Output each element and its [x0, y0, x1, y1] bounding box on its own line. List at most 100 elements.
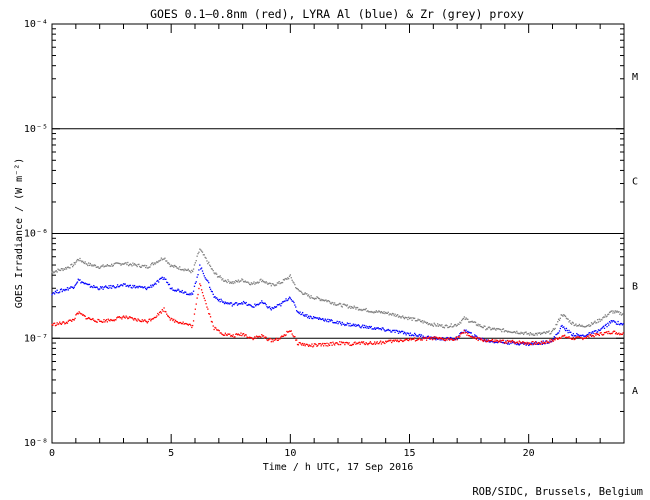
data-point [331, 319, 333, 322]
data-point [144, 264, 146, 267]
data-point [464, 318, 466, 321]
data-point [88, 262, 90, 264]
data-point [332, 321, 334, 324]
data-point [425, 337, 428, 339]
data-point [121, 263, 123, 265]
data-point [379, 312, 382, 314]
data-point [593, 330, 595, 333]
data-point [577, 325, 579, 327]
data-point [468, 334, 470, 337]
data-point [517, 343, 520, 346]
data-point [452, 337, 454, 340]
data-point [384, 312, 386, 315]
data-point [238, 303, 240, 305]
data-point [59, 321, 61, 323]
data-point [221, 333, 223, 335]
data-point [214, 295, 216, 298]
data-point [414, 340, 417, 342]
data-point [283, 279, 285, 281]
data-point [420, 321, 423, 323]
data-point [143, 265, 145, 267]
data-point [486, 341, 488, 343]
data-point [599, 332, 601, 334]
data-point [208, 264, 211, 266]
data-point [69, 319, 71, 321]
data-point [507, 330, 510, 333]
data-point [506, 343, 509, 345]
data-point [245, 281, 247, 283]
data-point [421, 320, 423, 322]
data-point [114, 287, 116, 289]
data-point [135, 286, 137, 288]
data-point [208, 313, 210, 315]
data-point [483, 325, 485, 327]
data-point [321, 318, 323, 321]
data-point [61, 322, 63, 324]
data-point [327, 318, 329, 321]
data-point [219, 332, 221, 334]
data-point [303, 315, 305, 317]
data-point [311, 343, 313, 345]
data-point [497, 341, 500, 343]
data-point [347, 343, 349, 345]
data-point [135, 319, 137, 321]
data-point [345, 305, 348, 307]
data-point [179, 291, 181, 293]
data-point [122, 263, 125, 265]
data-point [182, 292, 184, 294]
data-point [53, 271, 56, 273]
data-point [501, 339, 504, 341]
data-point [362, 326, 365, 329]
data-point [579, 334, 581, 337]
data-point [366, 310, 368, 313]
data-point [263, 337, 266, 339]
data-point [511, 331, 513, 334]
data-point [317, 344, 319, 347]
data-point [227, 279, 229, 281]
data-point [153, 316, 155, 319]
data-point [572, 322, 574, 324]
data-point [507, 341, 510, 343]
data-point [317, 343, 320, 345]
data-point [222, 334, 224, 336]
data-point [247, 336, 249, 339]
data-point [217, 329, 220, 331]
data-point [86, 283, 88, 285]
data-point [248, 303, 250, 306]
data-point [300, 343, 302, 345]
data-point [471, 320, 473, 322]
data-point [488, 340, 490, 342]
data-point [488, 326, 490, 328]
data-point [255, 304, 258, 306]
data-point [579, 336, 581, 339]
data-point [467, 332, 469, 335]
data-point [81, 260, 84, 262]
data-point [578, 336, 581, 338]
data-point [201, 270, 204, 272]
data-point [297, 344, 300, 346]
data-point [242, 332, 245, 335]
data-point [530, 343, 532, 346]
data-point [298, 290, 300, 292]
data-point [360, 327, 362, 329]
data-point [400, 339, 402, 341]
data-point [382, 341, 384, 343]
data-point [365, 307, 367, 310]
data-point [479, 337, 481, 339]
data-point [233, 280, 235, 283]
data-point [568, 336, 570, 338]
data-point [240, 280, 242, 282]
data-point [317, 296, 319, 299]
data-point [380, 310, 383, 313]
data-point [131, 287, 133, 289]
data-point [315, 297, 317, 300]
data-point [338, 303, 340, 305]
data-point [340, 324, 343, 326]
data-point [72, 318, 75, 321]
data-point [345, 341, 348, 344]
data-point [608, 330, 610, 333]
data-point [206, 260, 208, 262]
data-point [542, 342, 544, 345]
data-point [162, 310, 164, 312]
data-point [611, 310, 613, 312]
